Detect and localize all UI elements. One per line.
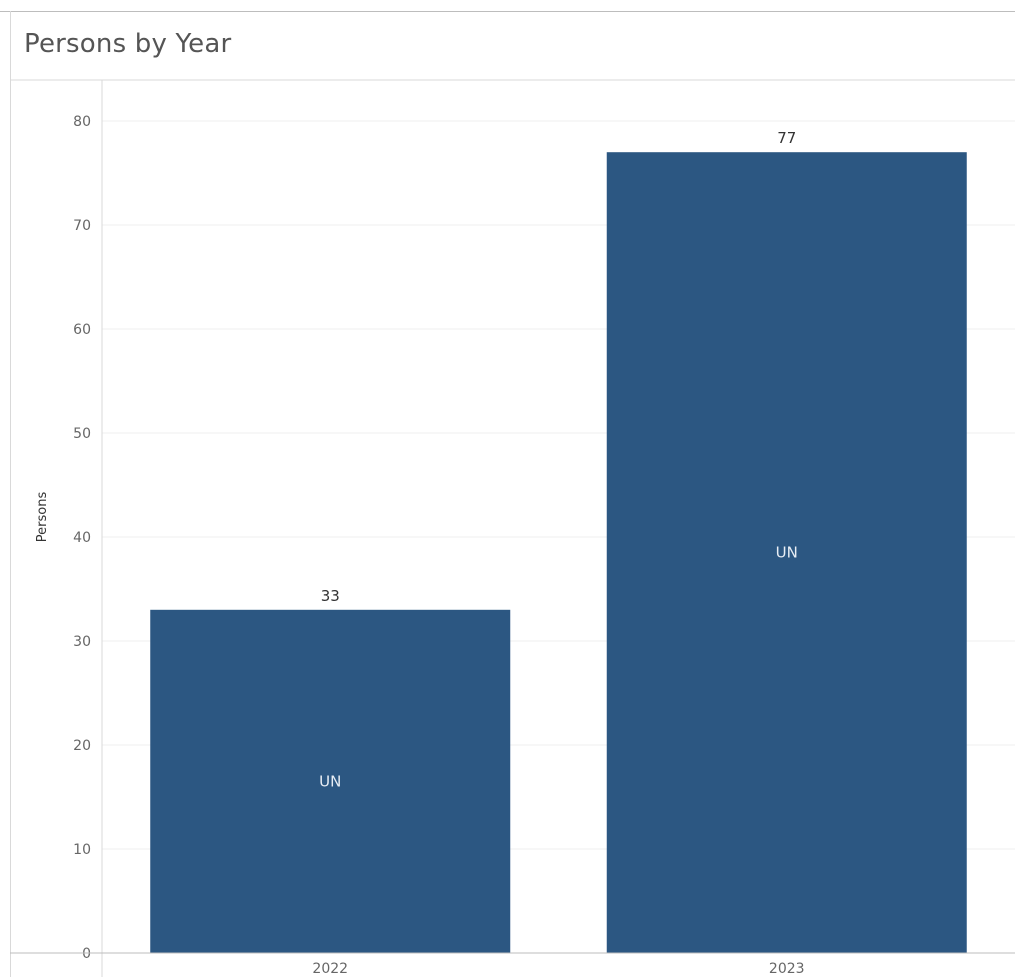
bars: 33 UN 77 UN [150, 129, 967, 953]
y-tick-label: 20 [73, 738, 91, 754]
y-axis-title: Persons [35, 492, 50, 543]
y-tick-label: 60 [73, 322, 91, 338]
y-tick-label: 50 [73, 426, 91, 442]
y-tick-label: 70 [73, 218, 91, 234]
y-tick-label: 40 [73, 530, 91, 546]
y-tick-label: 10 [73, 842, 91, 858]
x-tick-label: 2023 [769, 961, 805, 977]
bar-segment-label: UN [776, 544, 798, 562]
y-axis-ticks: 0 10 20 30 40 50 60 70 80 [73, 114, 91, 962]
y-tick-label: 80 [73, 114, 91, 130]
bar-value-label: 77 [777, 129, 796, 147]
x-axis-ticks: 2022 2023 [312, 961, 804, 977]
y-tick-label: 0 [82, 946, 91, 962]
chart-title: Persons by Year [24, 29, 232, 59]
bar[interactable] [150, 609, 511, 953]
left-divider [10, 11, 11, 977]
bar-segment-label: UN [319, 772, 341, 790]
x-tick-label: 2022 [312, 961, 348, 977]
y-tick-label: 30 [73, 634, 91, 650]
top-divider [0, 11, 1015, 12]
bar-value-label: 33 [321, 587, 340, 605]
bar[interactable] [606, 152, 967, 953]
